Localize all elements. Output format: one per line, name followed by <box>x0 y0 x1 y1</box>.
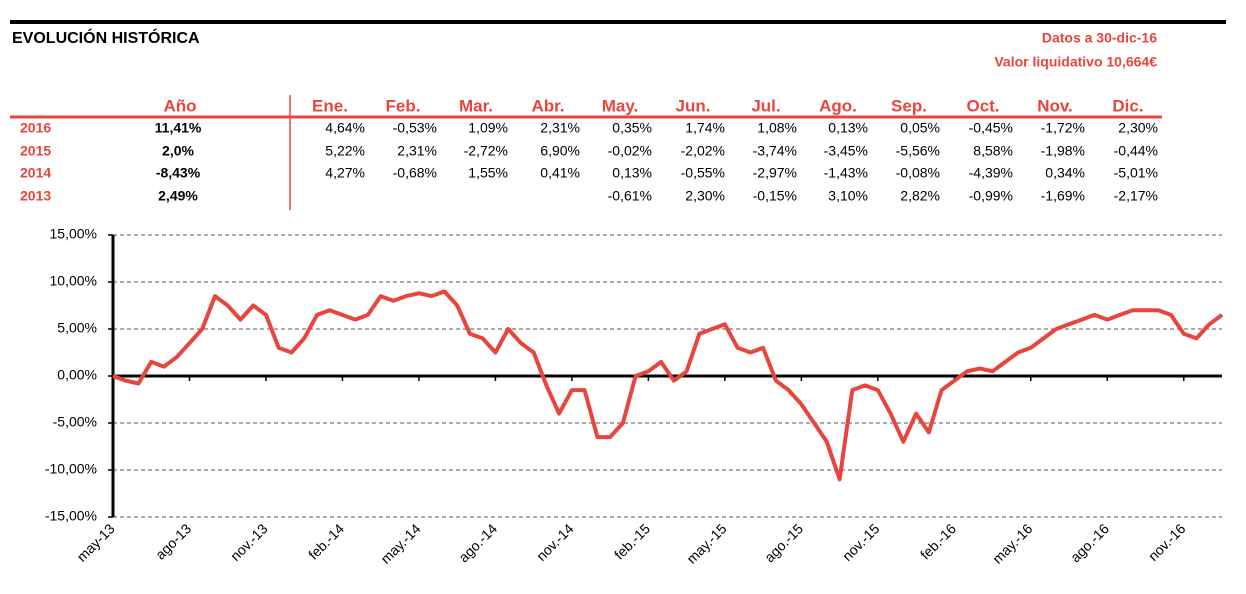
monthly-return: 4,64% <box>325 120 365 136</box>
column-header: Ene. <box>312 96 348 115</box>
monthly-return: -5,01% <box>1114 165 1158 181</box>
x-tick-label: feb.-14 <box>305 520 347 562</box>
x-tick-label: ago.-14 <box>455 520 500 565</box>
title: EVOLUCIÓN HISTÓRICA <box>12 28 200 47</box>
y-tick-label: 15,00% <box>50 226 97 242</box>
monthly-return: 4,27% <box>325 165 365 181</box>
line-series <box>112 289 1224 482</box>
column-header: Jun. <box>676 96 711 115</box>
row-year: 2016 <box>20 120 51 136</box>
row-year: 2015 <box>20 143 51 159</box>
column-header: Sep. <box>891 96 927 115</box>
column-header: Año <box>163 96 196 115</box>
x-tick-label: nov.-14 <box>533 520 577 564</box>
row-year: 2013 <box>20 188 51 204</box>
annual-return: 11,41% <box>155 120 202 136</box>
monthly-return: 1,74% <box>685 120 725 136</box>
y-tick-label: 10,00% <box>50 273 97 289</box>
column-header: Abr. <box>531 96 564 115</box>
monthly-return: 0,35% <box>612 120 652 136</box>
monthly-return: -1,72% <box>1041 120 1085 136</box>
column-header: Jul. <box>751 96 780 115</box>
monthly-return: 3,10% <box>828 188 868 204</box>
monthly-return: 2,30% <box>1118 120 1158 136</box>
x-tick-label: ago.-16 <box>1067 520 1112 565</box>
monthly-return: -1,98% <box>1041 143 1085 159</box>
monthly-return: -2,02% <box>681 143 725 159</box>
x-tick-label: may-13 <box>73 520 117 564</box>
x-tick-label: feb.-15 <box>611 520 653 562</box>
annual-return: -8,43% <box>156 165 201 181</box>
monthly-return: 1,08% <box>757 120 797 136</box>
column-header: Mar. <box>459 96 493 115</box>
nav: Valor liquidativo 10,664€ <box>994 54 1157 70</box>
x-tick-label: feb.-16 <box>917 520 959 562</box>
date: Datos a 30-dic-16 <box>1042 30 1157 46</box>
column-header: Dic. <box>1112 96 1143 115</box>
monthly-return: -5,56% <box>896 143 940 159</box>
y-tick-label: 0,00% <box>57 367 97 383</box>
monthly-return: 2,30% <box>685 188 725 204</box>
monthly-return: -2,17% <box>1114 188 1158 204</box>
monthly-return: -0,44% <box>1114 143 1158 159</box>
monthly-return: -0,55% <box>681 165 725 181</box>
monthly-return: -0,53% <box>393 120 437 136</box>
monthly-return: 5,22% <box>325 143 365 159</box>
monthly-return: 1,09% <box>468 120 508 136</box>
monthly-return: -0,61% <box>608 188 652 204</box>
monthly-return: 2,31% <box>540 120 580 136</box>
monthly-return: -1,69% <box>1041 188 1085 204</box>
monthly-return: -3,74% <box>753 143 797 159</box>
column-header: Oct. <box>966 96 999 115</box>
column-header: Ago. <box>819 96 857 115</box>
monthly-return: -0,08% <box>896 165 940 181</box>
y-tick-label: 5,00% <box>57 320 97 336</box>
x-tick-label: nov.-16 <box>1145 520 1189 564</box>
monthly-return: 0,13% <box>612 165 652 181</box>
row-year: 2014 <box>20 165 51 181</box>
annual-return: 2,0% <box>162 143 194 159</box>
x-tick-label: may.-16 <box>989 520 1035 566</box>
monthly-return: 0,41% <box>540 165 580 181</box>
y-tick-label: -5,00% <box>53 414 97 430</box>
monthly-return: 0,13% <box>828 120 868 136</box>
monthly-return: -1,43% <box>824 165 868 181</box>
column-header: May. <box>602 96 639 115</box>
x-tick-label: may.-15 <box>683 520 729 566</box>
x-tick-label: nov.-13 <box>227 520 271 564</box>
x-tick-label: ago-13 <box>152 520 194 562</box>
monthly-return: -2,72% <box>464 143 508 159</box>
monthly-return: -0,15% <box>753 188 797 204</box>
y-tick-label: -15,00% <box>45 508 97 524</box>
monthly-return: 8,58% <box>973 143 1013 159</box>
monthly-return: 0,34% <box>1045 165 1085 181</box>
column-header: Feb. <box>386 96 421 115</box>
monthly-return: 2,31% <box>397 143 437 159</box>
monthly-return: -0,99% <box>969 188 1013 204</box>
x-tick-label: may.-14 <box>377 520 423 566</box>
monthly-return: 1,55% <box>468 165 508 181</box>
monthly-return: -0,68% <box>393 165 437 181</box>
monthly-return: 6,90% <box>540 143 580 159</box>
monthly-return: 2,82% <box>900 188 940 204</box>
column-header: Nov. <box>1037 96 1073 115</box>
monthly-return: 0,05% <box>900 120 940 136</box>
monthly-return: -4,39% <box>969 165 1013 181</box>
monthly-return: -0,02% <box>608 143 652 159</box>
monthly-return: -3,45% <box>824 143 868 159</box>
monthly-return: -2,97% <box>753 165 797 181</box>
monthly-return: -0,45% <box>969 120 1013 136</box>
x-tick-label: ago.-15 <box>761 520 806 565</box>
y-tick-label: -10,00% <box>45 461 97 477</box>
annual-return: 2,49% <box>158 188 198 204</box>
x-tick-label: nov.-15 <box>839 520 883 564</box>
